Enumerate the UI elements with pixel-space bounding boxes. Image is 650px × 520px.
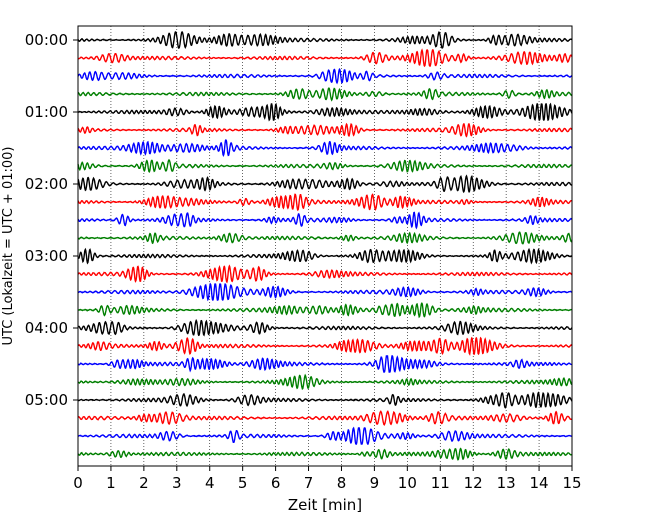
trace-line — [77, 355, 573, 373]
x-tick-label: 12 — [464, 474, 483, 492]
x-tick-label: 0 — [73, 474, 83, 492]
plot-frame — [77, 25, 573, 467]
trace-line — [77, 102, 573, 122]
trace-line — [78, 282, 573, 302]
seismic-traces — [77, 30, 573, 461]
trace-line — [77, 122, 573, 138]
trace-line — [77, 318, 573, 337]
trace-line — [77, 391, 573, 409]
x-tick-label: 9 — [370, 474, 380, 492]
y-tick-label: 04:00 — [25, 319, 68, 337]
trace-line — [77, 336, 573, 356]
y-tick-label: 00:00 — [25, 31, 68, 49]
trace-line — [77, 48, 573, 68]
x-axis-label: Zeit [min] — [288, 496, 362, 514]
y-axis-ticks: 00:00 01:00 02:00 03:00 04:00 05:00 — [25, 31, 78, 409]
x-tick-label: 13 — [497, 474, 516, 492]
trace-line — [77, 30, 573, 49]
trace-line — [77, 139, 573, 158]
y-tick-label: 03:00 — [25, 247, 68, 265]
y-tick-label: 02:00 — [25, 175, 68, 193]
trace-line — [77, 410, 573, 426]
trace-line — [77, 231, 573, 245]
trace-line — [77, 211, 573, 230]
x-tick-label: 6 — [271, 474, 281, 492]
y-tick-label: 01:00 — [25, 103, 68, 121]
x-tick-label: 8 — [337, 474, 347, 492]
trace-line — [77, 174, 573, 194]
x-tick-label: 14 — [530, 474, 549, 492]
trace-line — [77, 373, 573, 390]
x-tick-label: 1 — [106, 474, 116, 492]
trace-line — [77, 158, 573, 173]
x-tick-label: 3 — [172, 474, 182, 492]
x-tick-label: 11 — [431, 474, 450, 492]
trace-line — [77, 193, 573, 212]
x-tick-label: 4 — [205, 474, 215, 492]
trace-line — [77, 302, 573, 319]
trace-line — [77, 447, 572, 461]
trace-line — [77, 264, 573, 284]
x-tick-label: 5 — [238, 474, 248, 492]
trace-line — [77, 247, 573, 265]
x-tick-label: 2 — [139, 474, 149, 492]
trace-line — [77, 426, 573, 445]
x-tick-label: 15 — [562, 474, 581, 492]
trace-line — [77, 87, 573, 102]
y-tick-label: 05:00 — [25, 391, 68, 409]
x-tick-label: 10 — [398, 474, 417, 492]
x-tick-label: 7 — [304, 474, 314, 492]
y-axis-label: UTC (Lokalzeit = UTC + 01:00) — [1, 147, 16, 346]
x-axis-ticks: 0 1 2 3 4 5 6 7 8 9 10 11 12 13 14 15 — [73, 466, 582, 492]
trace-line — [77, 67, 573, 85]
